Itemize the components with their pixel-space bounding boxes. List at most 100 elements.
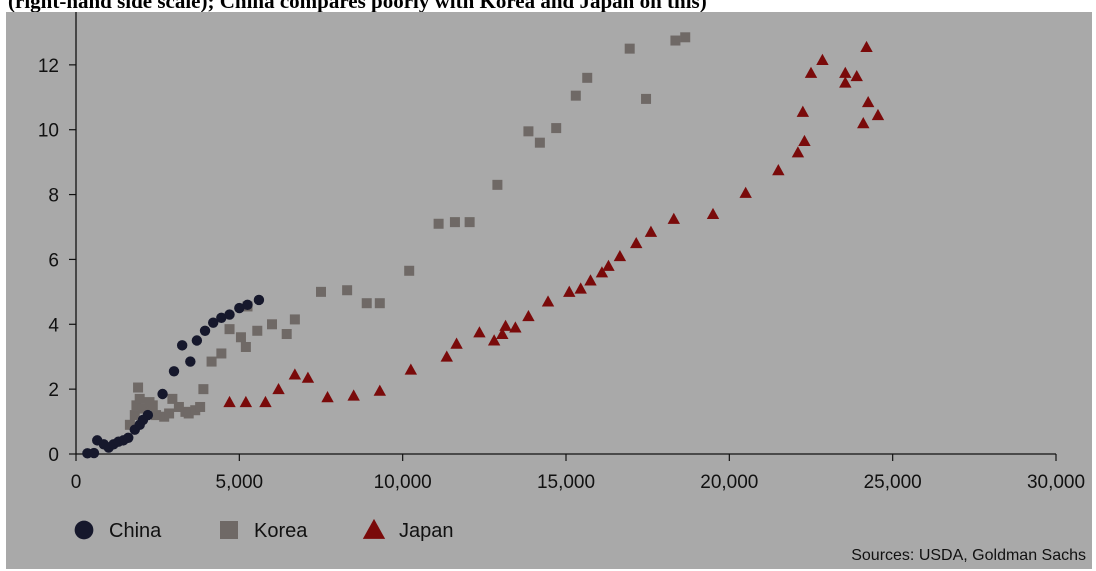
legend-china-marker [74,520,94,540]
japan-point [541,295,555,307]
japan-point [796,105,810,117]
korea-point [173,401,184,412]
korea-point [449,217,460,228]
korea-point [134,393,145,404]
korea-point [131,400,142,411]
japan-point [706,207,720,219]
japan-point [804,66,818,78]
japan-point [487,334,501,346]
korea-point [374,298,385,309]
korea-point [316,286,326,297]
china-point [176,340,188,351]
x-tick-label: 25,000 [864,472,922,493]
japan-point [861,95,875,108]
korea-point [492,179,503,190]
x-tick-label: 5,000 [216,472,264,493]
series-china [82,294,265,459]
japan-point [440,350,453,362]
japan-point [301,371,315,383]
china-point [234,302,245,314]
chart-panel: 0 2 4 6 8 10 12 0 5,000 10,000 15,000 20,000 25,000… [6,12,1092,569]
korea-point [342,285,353,296]
japan-point [496,327,509,339]
korea-point [624,43,635,54]
korea-point [582,72,593,83]
japan-point [404,363,418,375]
japan-point [644,225,658,237]
china-point [216,312,227,323]
japan-point [630,237,643,249]
korea-point [523,126,534,137]
korea-point [534,137,545,148]
china-point [224,309,235,320]
china-point [168,366,180,377]
korea-point [164,408,175,419]
series-korea [124,32,691,430]
legend-item-china: China [74,520,162,542]
korea-point [433,218,444,229]
japan-point [850,70,863,82]
korea-point [183,408,194,419]
x-tick-label: 20,000 [700,472,758,493]
japan-point [272,382,285,395]
china-point [88,447,100,459]
y-tick-label: 12 [38,56,59,77]
x-axis: 0 5,000 10,000 15,000 20,000 25,000 30,000 [71,453,1085,493]
japan-point [584,274,597,286]
china-point [191,335,203,346]
legend-item-korea: Korea [220,520,308,542]
china-point [199,325,211,336]
china-point [142,409,154,421]
japan-point [574,282,587,294]
legend-japan-label: Japan [399,520,454,542]
korea-point [641,93,652,104]
japan-point [739,186,752,198]
korea-point [151,410,162,421]
header-text: (right-hand side scale); China compares … [8,0,707,12]
japan-point [373,384,386,396]
japan-point [613,249,627,262]
japan-point [563,285,576,297]
x-tick-label: 15,000 [537,472,595,493]
korea-point [281,329,292,340]
x-tick-label: 0 [71,472,82,493]
china-point [185,356,196,367]
japan-point [223,395,236,408]
korea-point [551,123,562,134]
japan-point [499,319,512,331]
plot-area [82,32,885,459]
korea-point [147,400,158,411]
japan-point [321,391,334,403]
japan-point [509,321,522,333]
japan-point [522,309,535,322]
series-japan [223,40,885,408]
korea-point [680,32,691,43]
y-tick-label: 4 [48,315,59,336]
korea-point [267,319,277,330]
korea-point [252,325,263,336]
japan-point [798,134,811,147]
china-point [157,388,168,400]
japan-point [667,212,680,224]
y-tick-label: 10 [38,121,59,142]
japan-point [871,108,885,121]
japan-point [347,389,360,401]
korea-point [137,403,148,414]
x-tick-label: 30,000 [1027,472,1085,493]
japan-point [473,326,486,338]
legend: China Korea Japan [74,518,454,542]
scatter-chart: 0 2 4 6 8 10 12 0 5,000 10,000 15,000 20,000 25,000… [38,12,1086,564]
china-point [253,294,265,306]
japan-point [816,53,829,65]
japan-point [602,259,615,271]
china-point [242,299,253,311]
y-tick-label: 8 [48,186,59,207]
korea-point [195,401,206,412]
y-axis: 0 2 4 6 8 10 12 [38,12,77,466]
japan-point [239,395,253,408]
japan-point [839,76,852,88]
korea-point [670,35,681,46]
korea-point [235,332,246,343]
y-tick-label: 6 [48,250,59,271]
legend-item-japan: Japan [362,518,454,542]
